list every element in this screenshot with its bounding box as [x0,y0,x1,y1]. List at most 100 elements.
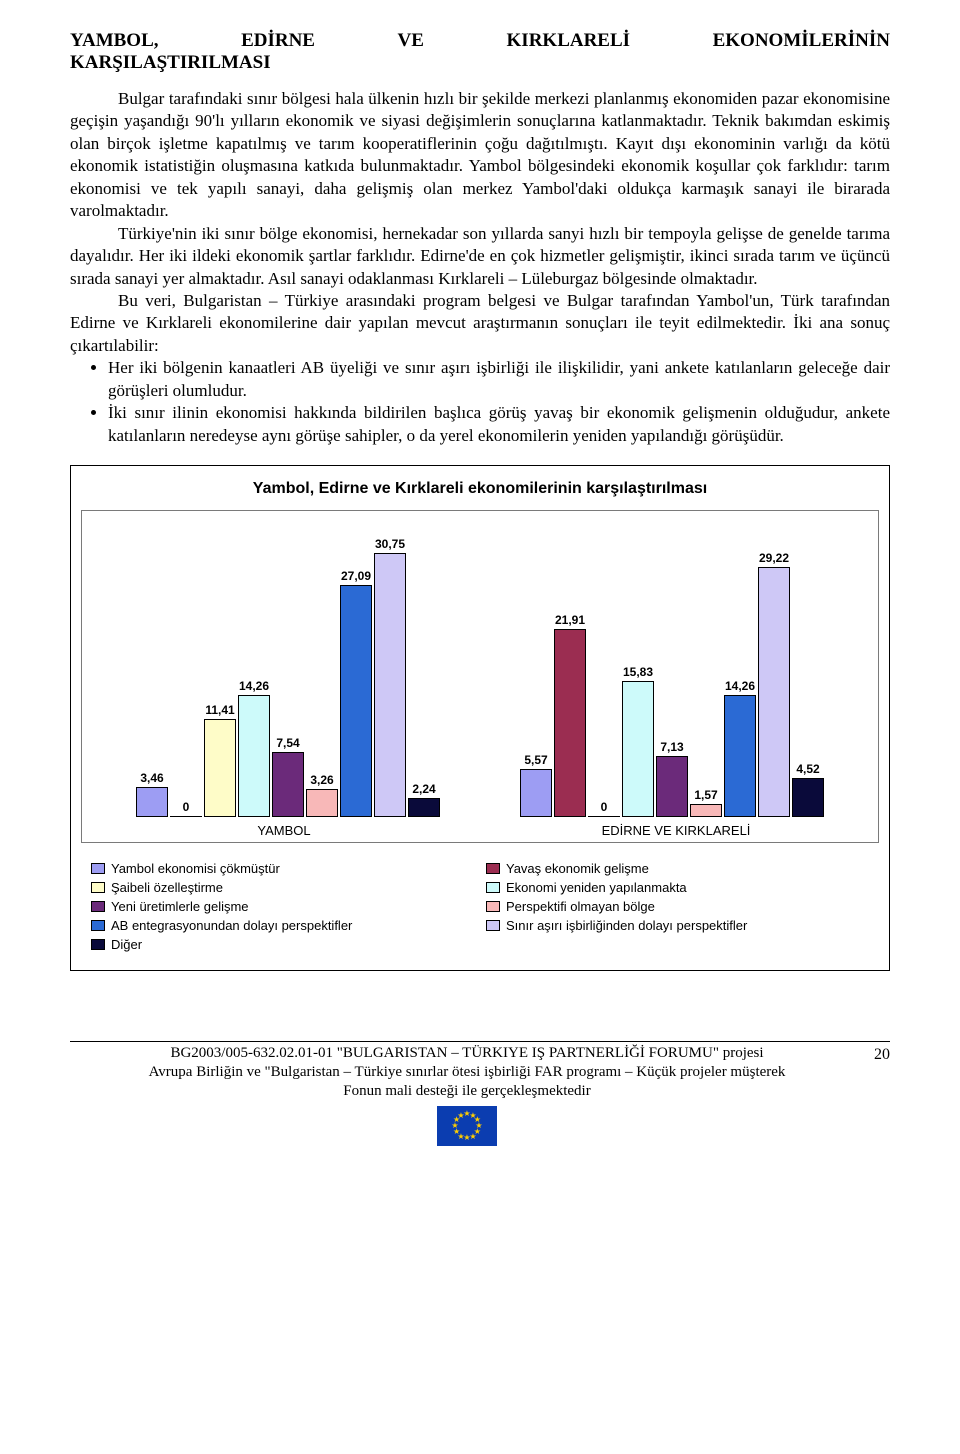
bar-value-label: 0 [601,800,608,814]
chart-bars: 3,46 0 11,41 14,26 7,54 3,26 27,0930,752,24 [96,537,480,817]
bar-rect [374,553,406,817]
bar-rect [340,585,372,817]
bar-value-label: 7,13 [660,740,683,754]
bar-rect [792,778,824,817]
title-word: VE [398,30,424,52]
chart-bar: 2,24 [408,782,440,817]
eu-star-icon: ★ [457,1111,464,1121]
bar-value-label: 14,26 [239,679,269,693]
xaxis-label: EDİRNE VE KIRKLARELİ [480,823,872,838]
chart-title: Yambol, Edirne ve Kırklareli ekonomileri… [81,480,879,498]
bar-rect [724,695,756,817]
chart-bar: 27,09 [340,569,372,817]
bar-value-label: 7,54 [276,736,299,750]
bullet-item: Her iki bölgenin kanaatleri AB üyeliği v… [108,357,890,402]
footer-line: Avrupa Birliğin ve "Bulgaristan – Türkiy… [70,1063,864,1082]
bar-value-label: 27,09 [341,569,371,583]
title-word: KIRKLARELİ [507,30,631,52]
bar-rect [272,752,304,817]
chart-bar: 0 [588,800,620,817]
bar-rect [170,816,202,817]
legend-label: AB entegrasyonundan dolayı perspektifler [111,918,352,933]
bar-value-label: 0 [183,800,190,814]
legend-swatch [486,882,500,893]
bar-value-label: 11,41 [205,703,234,717]
paragraph: Bu veri, Bulgaristan – Türkiye arasındak… [70,290,890,357]
legend-swatch [91,882,105,893]
chart-bar: 14,26 [724,679,756,817]
chart-bar: 29,22 [758,551,790,817]
chart-plot-border: 3,46 0 11,41 14,26 7,54 3,26 27,0930,752,24 5,5… [81,510,879,843]
legend-item: Yeni üretimlerle gelişme [91,899,474,914]
title-word: EKONOMİLERİNİN [713,30,890,52]
footer-line: BG2003/005-632.02.01-01 "BULGARISTAN – T… [70,1044,864,1063]
legend-label: Ekonomi yeniden yapılanmakta [506,880,687,895]
legend-item: Sınır aşırı işbirliğinden dolayı perspek… [486,918,869,933]
chart-bars: 5,57 21,91 0 15,83 7,13 1,57 14,26 29,22 4,52 [480,551,864,817]
chart-bar: 3,46 [136,771,168,817]
chart-bar: 3,26 [306,773,338,817]
chart-bar: 0 [170,800,202,817]
legend-label: Şaibeli özelleştirme [111,880,223,895]
bar-rect [238,695,270,817]
paragraph: Türkiye'nin iki sınır bölge ekonomisi, h… [70,223,890,290]
bar-value-label: 3,26 [310,773,333,787]
legend-swatch [486,863,500,874]
chart-group: 5,57 21,91 0 15,83 7,13 1,57 14,26 29,22 4,52 [480,551,864,817]
chart-bar: 21,91 [554,613,586,817]
legend-label: Yavaş ekonomik gelişme [506,861,649,876]
chart-bar: 4,52 [792,762,824,817]
title-word: EDİRNE [241,30,315,52]
legend-item: Perspektifi olmayan bölge [486,899,869,914]
legend-swatch [91,939,105,950]
legend-item: Yambol ekonomisi çökmüştür [91,861,474,876]
legend-swatch [91,901,105,912]
bar-rect [554,629,586,817]
bar-rect [588,816,620,817]
paragraph: Bulgar tarafındaki sınır bölgesi hala ül… [70,88,890,223]
legend-label: Diğer [111,937,142,952]
chart-group: 3,46 0 11,41 14,26 7,54 3,26 27,0930,752,24 [96,537,480,817]
legend-item: Diğer [91,937,474,952]
chart-bar: 5,57 [520,753,552,817]
legend-swatch [486,920,500,931]
chart-bar: 11,41 [204,703,236,817]
bar-rect [408,798,440,817]
eu-flag-icon: ★★★★★★★★★★★★ [437,1106,497,1146]
bar-value-label: 29,22 [759,551,789,565]
chart-bar: 7,54 [272,736,304,817]
chart-bar: 15,83 [622,665,654,817]
bar-value-label: 15,83 [623,665,653,679]
page-footer: BG2003/005-632.02.01-01 "BULGARISTAN – T… [70,1041,890,1146]
page-number: 20 [874,1044,890,1064]
legend-item: Ekonomi yeniden yapılanmakta [486,880,869,895]
chart-bar: 30,75 [374,537,406,817]
legend-item: AB entegrasyonundan dolayı perspektifler [91,918,474,933]
legend-item: Şaibeli özelleştirme [91,880,474,895]
bar-value-label: 4,52 [796,762,819,776]
bar-rect [520,769,552,817]
bar-value-label: 3,46 [140,771,163,785]
body-text: Bulgar tarafındaki sınır bölgesi hala ül… [70,88,890,447]
legend-swatch [91,920,105,931]
legend-swatch [91,863,105,874]
legend-item: Yavaş ekonomik gelişme [486,861,869,876]
chart-plot-area: 3,46 0 11,41 14,26 7,54 3,26 27,0930,752,24 5,5… [88,517,872,817]
bar-rect [136,787,168,817]
bar-value-label: 21,91 [555,613,585,627]
bar-value-label: 1,57 [694,788,717,802]
bullet-item: İki sınır ilinin ekonomisi hakkında bild… [108,402,890,447]
bar-value-label: 5,57 [524,753,547,767]
legend-label: Yambol ekonomisi çökmüştür [111,861,280,876]
legend-label: Perspektifi olmayan bölge [506,899,655,914]
chart-bar: 7,13 [656,740,688,817]
chart-legend: Yambol ekonomisi çökmüştür Yavaş ekonomik… [81,861,879,952]
title-word: YAMBOL, [70,30,159,52]
bar-value-label: 14,26 [725,679,755,693]
legend-label: Sınır aşırı işbirliğinden dolayı perspek… [506,918,747,933]
chart-frame: Yambol, Edirne ve Kırklareli ekonomileri… [70,465,890,971]
bar-rect [690,804,722,817]
bar-rect [204,719,236,817]
bar-rect [306,789,338,817]
chart-bar: 14,26 [238,679,270,817]
